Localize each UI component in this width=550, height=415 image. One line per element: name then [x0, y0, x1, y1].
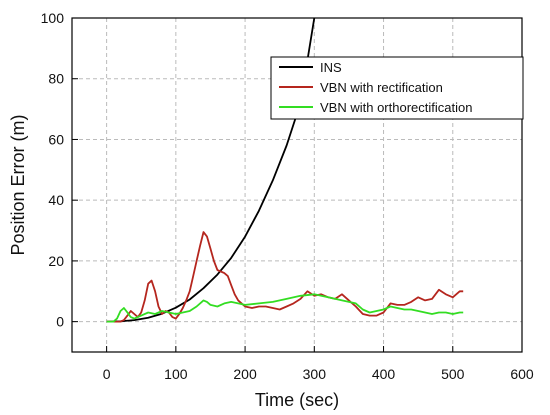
- plot-frame: [71, 17, 523, 353]
- y-tick-label: 80: [48, 71, 64, 87]
- x-axis-label: Time (sec): [255, 390, 339, 410]
- legend-label-ins: INS: [320, 60, 342, 75]
- x-tick-label: 300: [303, 366, 327, 382]
- y-tick-label: 60: [48, 131, 64, 147]
- y-tick-label: 40: [48, 192, 64, 208]
- y-axis-label: Position Error (m): [8, 114, 28, 255]
- legend-label-vbn-with-rectification: VBN with rectification: [320, 80, 443, 95]
- series-line-vbn-with-orthorectification: [106, 293, 464, 323]
- legend: INS VBN with rectification VBN with orthor…: [270, 56, 524, 120]
- y-tick-label: 20: [48, 253, 64, 269]
- series-lines: [106, 18, 464, 323]
- x-tick-label: 0: [103, 366, 111, 382]
- y-tick-label: 0: [56, 314, 64, 330]
- y-tick-label: 100: [41, 10, 65, 26]
- legend-label-vbn-with-orthorectification: VBN with orthorectification: [320, 100, 472, 115]
- x-tick-label: 100: [164, 366, 188, 382]
- x-tick-label: 400: [372, 366, 396, 382]
- x-tick-label: 600: [510, 366, 534, 382]
- series-line-ins: [106, 18, 316, 323]
- x-tick-label: 200: [233, 366, 257, 382]
- x-tick-label: 500: [441, 366, 465, 382]
- axis-ticks: 0 100 200 300 400 500 600 0 20 40 60 80 100: [41, 10, 534, 382]
